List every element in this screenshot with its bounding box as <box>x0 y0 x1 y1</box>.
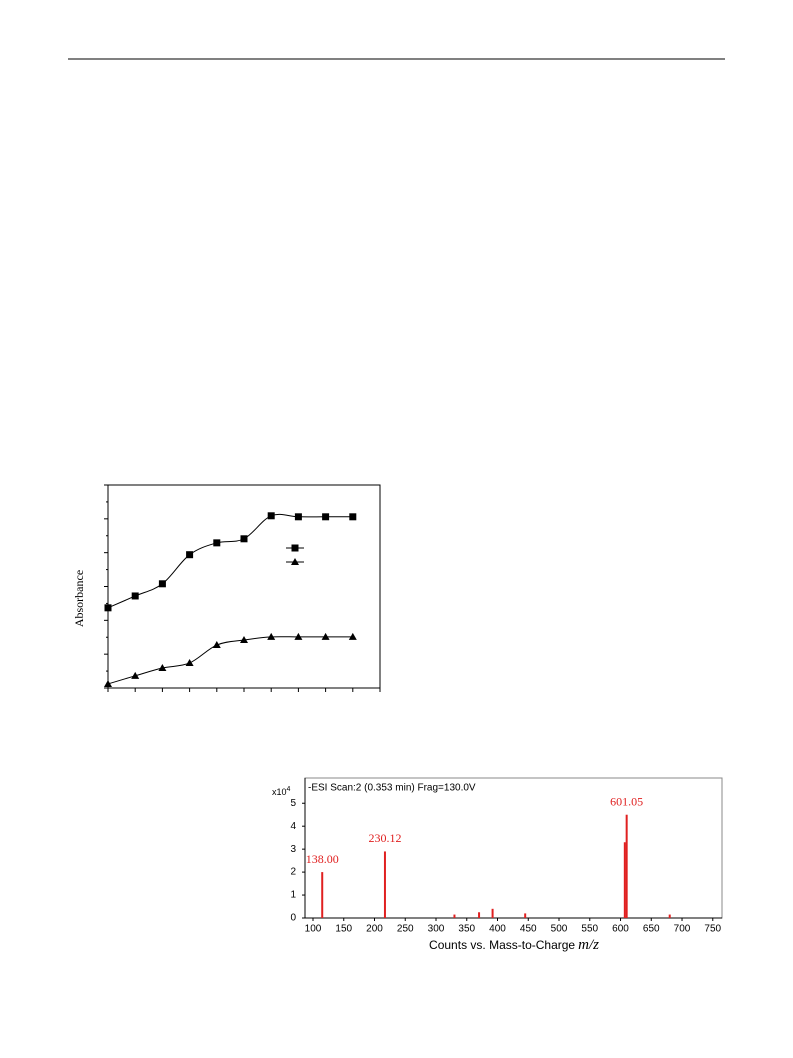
peak <box>491 908 494 918</box>
triangle-marker <box>291 558 299 565</box>
triangle-marker <box>131 671 140 679</box>
plot-frame <box>304 777 723 919</box>
triangle-marker <box>104 679 112 687</box>
square-marker <box>322 513 330 521</box>
x-axis-label-unit: m/z <box>578 937 599 953</box>
square-marker <box>131 592 139 600</box>
multiplier-base: x10 <box>272 787 287 797</box>
peak <box>668 914 671 918</box>
peak <box>478 912 481 918</box>
peak-annotation: 601.05 <box>610 794 643 808</box>
x-tick-label: 600 <box>612 924 629 935</box>
series-line <box>107 513 353 609</box>
x-tick-label: 350 <box>458 924 475 935</box>
square-marker <box>294 513 302 521</box>
multiplier: x104 <box>272 786 291 798</box>
x-tick-label: 100 <box>305 924 322 935</box>
x-tick-label: 650 <box>643 924 660 935</box>
triangle-marker <box>267 632 276 640</box>
x-tick-label: 400 <box>489 924 506 935</box>
triangle-marker <box>348 632 357 640</box>
x-tick-label: 300 <box>428 924 445 935</box>
y-tick-label: 1 <box>290 890 296 901</box>
peak-annotation: 230.12 <box>368 831 401 845</box>
plot-frame <box>107 484 381 689</box>
peak <box>524 913 527 918</box>
square-marker <box>104 604 112 612</box>
triangle-marker <box>185 658 194 666</box>
triangle-marker <box>212 641 221 649</box>
x-tick-label: 250 <box>397 924 414 935</box>
y-tick-label: 4 <box>290 821 296 832</box>
peak <box>453 914 456 918</box>
x-tick-label: 200 <box>366 924 383 935</box>
triangle-marker <box>240 635 248 643</box>
x-tick-label: 500 <box>551 924 568 935</box>
y-tick-label: 2 <box>290 867 296 878</box>
y-tick-label: 5 <box>290 798 296 809</box>
x-axis-label: Counts vs. Mass-to-Charge m/z <box>429 937 599 953</box>
x-tick-label: 550 <box>581 924 598 935</box>
square-marker <box>186 551 194 559</box>
x-tick-label: 750 <box>704 924 721 935</box>
y-tick-label: 3 <box>290 844 296 855</box>
peak <box>625 814 628 918</box>
square-marker <box>349 513 357 521</box>
x-tick-label: 700 <box>674 924 691 935</box>
peak <box>321 872 324 918</box>
triangle-marker <box>294 632 303 640</box>
peak <box>623 842 626 918</box>
square-marker <box>240 535 248 543</box>
y-axis-label: Absorbance <box>72 570 86 627</box>
square-marker <box>213 539 221 547</box>
peak <box>383 851 386 918</box>
peak-annotation: 138.00 <box>306 852 339 866</box>
square-marker <box>291 544 299 552</box>
square-marker <box>267 512 275 520</box>
y-tick-label: 0 <box>290 913 296 924</box>
square-marker <box>158 580 166 588</box>
x-tick-label: 150 <box>335 924 352 935</box>
x-axis-label-text: Counts vs. Mass-to-Charge <box>429 938 575 952</box>
chart-title: -ESI Scan:2 (0.353 min) Frag=130.0V <box>308 783 476 794</box>
triangle-marker <box>321 632 330 640</box>
series-line <box>107 636 353 685</box>
x-tick-label: 450 <box>520 924 537 935</box>
triangle-marker <box>158 664 167 672</box>
multiplier-exponent: 4 <box>287 786 291 793</box>
